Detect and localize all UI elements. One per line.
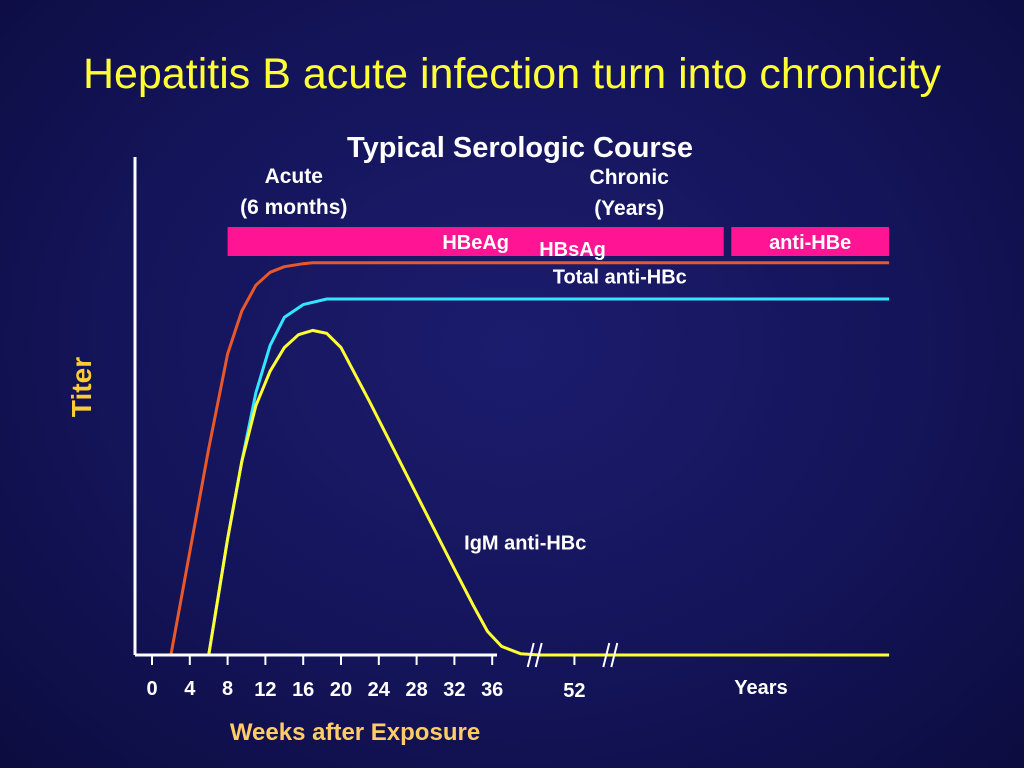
- phase-sublabel-chronic: (Years): [594, 197, 664, 220]
- series-label-total-anti-hbc: Total anti-HBc: [553, 266, 687, 288]
- series-line-total-anti-hbc: [207, 297, 890, 656]
- x-tick-label: 32: [443, 679, 465, 701]
- bar-label-hbeag: HBeAg: [442, 232, 509, 254]
- axis-break-mark: [602, 642, 611, 668]
- bar-anti-hbe: [731, 227, 890, 256]
- chart-title: Typical Serologic Course: [347, 132, 693, 164]
- y-axis-title: Titer: [66, 357, 97, 417]
- series-label-igm-anti-hbc: IgM anti-HBc: [464, 533, 586, 555]
- x-tick-label: 4: [184, 678, 196, 700]
- axes: [133, 157, 619, 668]
- x-tick-label: 8: [222, 678, 233, 700]
- x-tick-label: 12: [254, 679, 276, 701]
- x-tick-label: 28: [405, 679, 427, 701]
- x-tick-label: 16: [292, 679, 314, 701]
- series-lines: [169, 261, 890, 657]
- phase-labels: Acute (6 months) Chronic (Years): [240, 165, 669, 220]
- slide-title: Hepatitis B acute infection turn into ch…: [82, 50, 942, 98]
- x-tick-label: 52: [563, 680, 585, 702]
- series-label-hbsag: HBsAg: [539, 239, 606, 261]
- x-tick-label: 36: [481, 679, 503, 701]
- x-tick-label: 20: [330, 679, 352, 701]
- series-line-hbsag: [169, 261, 890, 656]
- x-tick-label: 0: [146, 678, 157, 700]
- x-ticks: 0 4 8 12 16 20 24 28 32 36 52 Years: [146, 655, 788, 702]
- x-axis-title: Weeks after Exposure: [230, 719, 480, 746]
- phase-label-acute: Acute: [265, 165, 323, 188]
- axis-break-mark: [526, 642, 535, 668]
- x-extra-label-years: Years: [734, 677, 787, 699]
- x-tick-label: 24: [368, 679, 391, 701]
- phase-label-chronic: Chronic: [590, 166, 670, 189]
- axis-break-mark: [534, 642, 543, 668]
- series-line-igm-anti-hbc: [207, 328, 890, 657]
- phase-sublabel-acute: (6 months): [240, 196, 347, 219]
- series-labels: HBsAg Total anti-HBc IgM anti-HBc: [464, 239, 687, 555]
- axis-break-mark: [610, 642, 619, 668]
- bar-hbeag: [227, 227, 724, 256]
- marker-bars: HBeAg anti-HBe: [227, 227, 890, 256]
- bar-label-anti-hbe: anti-HBe: [769, 232, 851, 254]
